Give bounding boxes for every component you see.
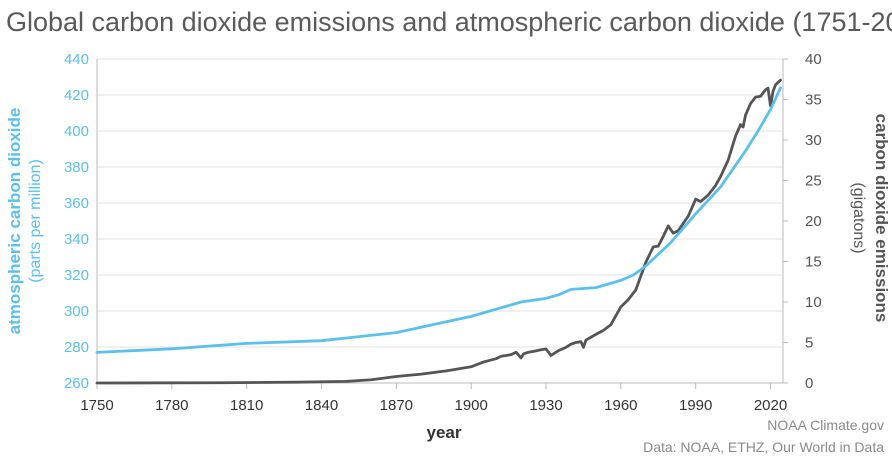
right-tick-label: 20: [805, 213, 822, 230]
atmospheric-co2-line: [95, 86, 782, 354]
left-tick-label: 380: [64, 159, 89, 176]
x-tick-label: 1750: [80, 397, 113, 414]
x-tick-label: 1810: [230, 397, 263, 414]
left-tick-label: 300: [64, 303, 89, 320]
left-axis-sublabel: (parts per million): [27, 159, 44, 283]
left-axis-ticks: 260 280 300 320 340 360 380 400 420 440: [64, 51, 89, 392]
left-tick-label: 420: [64, 87, 89, 104]
left-tick-label: 360: [64, 195, 89, 212]
co2-emissions-line: [95, 78, 782, 385]
x-tick-label: 1900: [454, 397, 487, 414]
left-tick-label: 280: [64, 339, 89, 356]
right-tick-label: 35: [805, 92, 822, 109]
credit-source: NOAA Climate.gov: [767, 417, 884, 433]
x-tick-label: 1960: [604, 397, 637, 414]
right-tick-label: 10: [805, 294, 822, 311]
right-tick-label: 5: [805, 335, 813, 352]
left-axis-label: atmospheric carbon dioxide: [5, 108, 24, 335]
x-tick-label: 1990: [679, 397, 712, 414]
x-tick-label: 1780: [155, 397, 188, 414]
right-axis-label: carbon dioxide emissions: [872, 114, 891, 323]
right-tick-label: 40: [805, 51, 822, 68]
series-group: [95, 78, 782, 385]
x-tick-label: 1870: [380, 397, 413, 414]
right-tick-label: 0: [805, 375, 813, 392]
gridlines: [97, 58, 783, 384]
left-tick-label: 340: [64, 231, 89, 248]
x-axis-label: year: [427, 423, 462, 442]
right-tick-label: 15: [805, 254, 822, 271]
chart-title: Global carbon dioxide emissions and atmo…: [6, 7, 892, 37]
x-tick-label: 1840: [305, 397, 338, 414]
left-tick-label: 260: [64, 375, 89, 392]
left-tick-label: 400: [64, 123, 89, 140]
credit-data: Data: NOAA, ETHZ, Our World in Data: [643, 439, 884, 455]
right-tick-label: 25: [805, 173, 822, 190]
x-tick-label: 2020: [754, 397, 787, 414]
right-axis-sublabel: (gigatons): [850, 182, 867, 253]
right-axis-ticks: 0 5 10 15 20 25 30 35 40: [783, 51, 822, 392]
left-tick-label: 440: [64, 51, 89, 68]
x-axis-ticks: 1750 1780 1810 1840 1870 1900 1930 1960 1990 2020: [80, 383, 787, 414]
right-tick-label: 30: [805, 132, 822, 149]
left-tick-label: 320: [64, 267, 89, 284]
x-tick-label: 1930: [529, 397, 562, 414]
